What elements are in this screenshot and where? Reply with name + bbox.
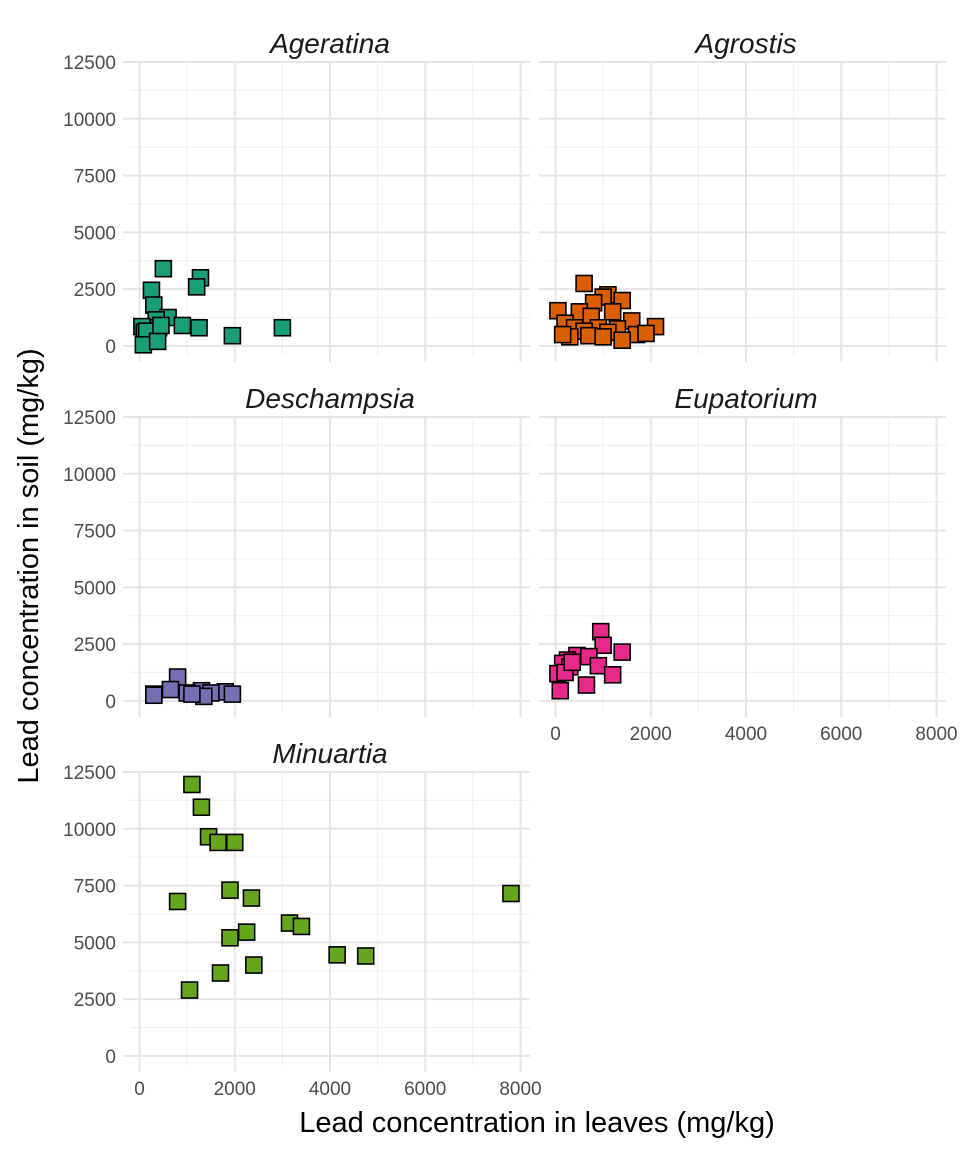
y-tick-label: 5000 bbox=[74, 578, 116, 599]
data-point bbox=[180, 981, 199, 999]
facet-panel-deschampsia: Deschampsia 0 2500 5000 7500 10000 12500 bbox=[63, 383, 530, 717]
major-gridlines bbox=[130, 61, 530, 355]
y-tick-label: 0 bbox=[105, 692, 116, 713]
data-point bbox=[237, 923, 256, 941]
data-point bbox=[577, 676, 596, 694]
data-points bbox=[145, 668, 242, 706]
data-point bbox=[502, 884, 520, 903]
data-point bbox=[594, 636, 612, 655]
minor-gridlines bbox=[546, 62, 946, 355]
data-point bbox=[148, 332, 167, 351]
data-points bbox=[549, 622, 631, 700]
data-point bbox=[221, 881, 239, 899]
y-tick-label: 2500 bbox=[74, 990, 116, 1011]
data-point bbox=[292, 917, 311, 936]
data-point bbox=[183, 685, 201, 703]
x-tick-label: 0 bbox=[550, 724, 561, 745]
x-axis-title: Lead concentration in leaves (mg/kg) bbox=[299, 1107, 775, 1139]
data-point bbox=[154, 259, 173, 278]
data-point bbox=[223, 326, 242, 345]
x-tick-label: 2000 bbox=[214, 1079, 256, 1100]
facet-title: Eupatorium bbox=[674, 383, 817, 414]
data-point bbox=[190, 318, 208, 337]
y-tick-label: 10000 bbox=[63, 110, 116, 131]
data-point bbox=[553, 325, 572, 344]
x-tick-label: 6000 bbox=[820, 724, 862, 745]
data-point bbox=[575, 274, 593, 293]
data-point bbox=[223, 685, 242, 703]
data-point bbox=[161, 680, 180, 699]
data-point bbox=[187, 278, 206, 296]
y-tick-label: 7500 bbox=[74, 522, 116, 543]
data-point bbox=[152, 316, 170, 335]
facet-panels: Ageratina 0 2500 5000 7500 10000 12500 Agrostis… bbox=[63, 28, 957, 1100]
y-tick-label: 0 bbox=[105, 1047, 116, 1068]
facet-panel-agrostis: Agrostis bbox=[539, 28, 946, 362]
data-point bbox=[245, 956, 263, 974]
y-tick-label: 0 bbox=[105, 337, 116, 358]
facet-panel-minuartia: Minuartia 0 2500 5000 7500 10000 12500 0 2000 400… bbox=[63, 738, 541, 1100]
y-tick-label: 7500 bbox=[74, 877, 116, 898]
y-tick-label: 10000 bbox=[63, 820, 116, 841]
data-point bbox=[173, 316, 192, 335]
data-point bbox=[594, 328, 612, 346]
data-point bbox=[613, 643, 631, 661]
y-tick-label: 10000 bbox=[63, 465, 116, 486]
major-gridlines bbox=[546, 61, 946, 355]
x-tick-label: 6000 bbox=[404, 1079, 446, 1100]
x-tick-label: 4000 bbox=[309, 1079, 351, 1100]
x-tick-label: 2000 bbox=[630, 724, 672, 745]
data-point bbox=[183, 775, 201, 794]
x-tick-label: 0 bbox=[134, 1079, 145, 1100]
data-point bbox=[242, 889, 261, 907]
facet-title: Minuartia bbox=[272, 738, 387, 769]
data-points bbox=[133, 259, 292, 354]
facet-panel-ageratina: Ageratina 0 2500 5000 7500 10000 12500 bbox=[63, 28, 530, 362]
data-point bbox=[551, 681, 570, 700]
facet-panel-eupatorium: Eupatorium 0 2000 4000 6000 8000 bbox=[539, 383, 958, 745]
x-tick-label: 8000 bbox=[499, 1079, 541, 1100]
data-point bbox=[589, 656, 608, 675]
facet-title: Deschampsia bbox=[245, 383, 415, 414]
major-gridlines bbox=[130, 416, 530, 710]
data-point bbox=[613, 331, 631, 350]
data-point bbox=[211, 964, 230, 982]
data-point bbox=[603, 303, 622, 321]
data-point bbox=[221, 929, 239, 947]
y-tick-label: 2500 bbox=[74, 635, 116, 656]
facet-title: Agrostis bbox=[693, 28, 796, 59]
data-point bbox=[168, 892, 187, 911]
data-point bbox=[563, 653, 581, 672]
data-point bbox=[603, 665, 622, 684]
y-tick-label: 7500 bbox=[74, 167, 116, 188]
facet-title: Ageratina bbox=[268, 28, 390, 59]
data-point bbox=[356, 947, 375, 965]
data-point bbox=[328, 946, 346, 964]
data-point bbox=[209, 833, 227, 852]
data-point bbox=[145, 686, 163, 705]
x-tick-label: 4000 bbox=[725, 724, 767, 745]
y-tick-label: 12500 bbox=[63, 408, 116, 429]
y-tick-label: 5000 bbox=[74, 223, 116, 244]
data-point bbox=[637, 324, 655, 343]
major-gridlines bbox=[130, 771, 530, 1065]
x-tick-label: 8000 bbox=[915, 724, 957, 745]
y-tick-label: 12500 bbox=[63, 763, 116, 784]
data-point bbox=[142, 281, 161, 300]
data-point bbox=[192, 798, 211, 817]
data-point bbox=[273, 318, 292, 337]
data-point bbox=[225, 833, 244, 852]
y-tick-label: 5000 bbox=[74, 933, 116, 954]
data-points bbox=[549, 274, 665, 350]
data-points bbox=[168, 775, 520, 999]
y-tick-label: 12500 bbox=[63, 53, 116, 74]
y-axis-title: Lead concentration in soil (mg/kg) bbox=[13, 348, 45, 783]
y-tick-label: 2500 bbox=[74, 280, 116, 301]
